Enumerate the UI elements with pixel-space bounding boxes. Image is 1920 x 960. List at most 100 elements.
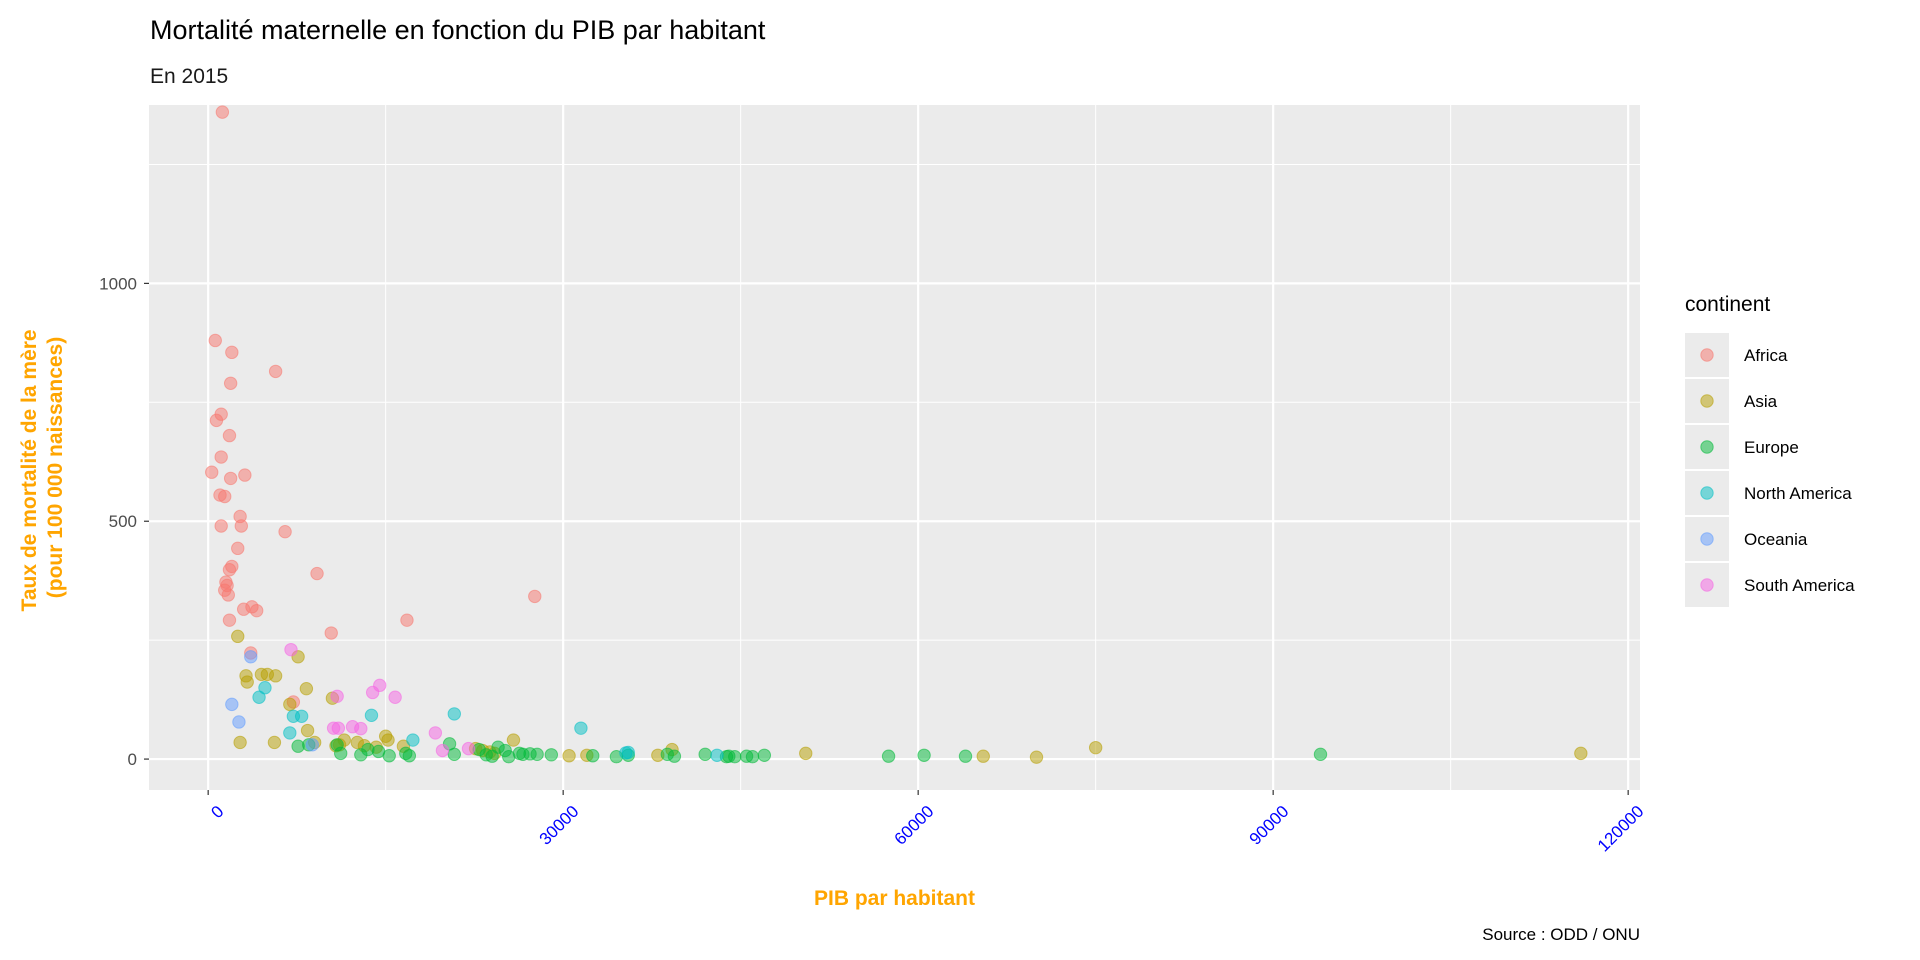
data-point-africa [234, 519, 249, 533]
data-point-africa [205, 465, 219, 479]
legend-label-asia: Asia [1744, 392, 1778, 411]
x-tick-label: 60000 [891, 802, 938, 849]
data-point-europe [512, 746, 527, 761]
legend-marker-oceania [1700, 532, 1714, 546]
data-point-africa [324, 626, 338, 640]
data-point-north-america [252, 690, 266, 704]
data-point-asia [562, 749, 576, 763]
y-axis-title-line-2: (pour 100 000 naissances) [44, 337, 67, 598]
data-point-north-america [447, 707, 461, 721]
x-tick-label: 30000 [536, 802, 583, 849]
data-point-south-america [284, 642, 298, 657]
data-point-europe [361, 742, 375, 757]
data-point-south-america [388, 690, 402, 704]
plot-panel [149, 105, 1640, 790]
data-point-south-america [331, 721, 346, 735]
x-tick-label: 120000 [1594, 802, 1648, 856]
y-axis-title-line-1: Taux de mortalité de la mère [18, 329, 41, 611]
data-point-africa [214, 407, 228, 421]
data-point-north-america [294, 709, 309, 723]
legend-marker-asia [1700, 394, 1714, 408]
chart-subtitle: En 2015 [150, 65, 228, 88]
data-point-europe [382, 749, 396, 763]
data-point-asia [233, 735, 247, 750]
data-point-europe [586, 749, 600, 763]
data-point-north-america [406, 733, 420, 747]
data-point-africa [236, 602, 251, 616]
data-point-europe [745, 750, 760, 764]
data-point-asia [268, 669, 283, 683]
data-point-north-america [364, 708, 379, 723]
data-point-asia [799, 746, 813, 761]
legend-marker-europe [1700, 440, 1714, 454]
data-point-south-america [428, 726, 443, 740]
data-point-asia [976, 749, 990, 763]
data-point-africa [222, 428, 237, 443]
chart-caption: Source : ODD / ONU [1482, 925, 1640, 944]
minor-gridlines [149, 105, 1640, 790]
data-point-south-america [330, 689, 344, 703]
data-point-asia [231, 629, 245, 644]
data-point-africa [218, 489, 232, 504]
data-point-oceania [305, 738, 319, 752]
data-point-africa [225, 345, 239, 360]
data-point-europe [881, 749, 896, 763]
data-point-north-america [710, 748, 724, 762]
data-point-africa [214, 450, 228, 464]
legend-marker-north-america [1700, 486, 1714, 500]
data-point-south-america [461, 741, 476, 756]
legend-label-north-america: North America [1744, 484, 1852, 503]
data-point-europe [958, 749, 973, 763]
data-point-africa [222, 613, 237, 627]
legend-label-africa: Africa [1744, 346, 1788, 365]
data-point-asia [381, 733, 395, 747]
data-point-africa [278, 524, 292, 539]
y-axis-title: Taux de mortalité de la mère (pour 100 0… [18, 324, 67, 612]
data-point-africa [215, 105, 230, 119]
x-axis-title: PIB par habitant [814, 887, 975, 910]
data-point-europe [544, 748, 559, 762]
data-point-africa [223, 471, 238, 486]
data-point-africa [221, 588, 235, 602]
x-axis: 0 30000 60000 90000 120000 [207, 790, 1647, 855]
data-point-europe [1313, 747, 1328, 762]
data-point-north-america [258, 681, 272, 695]
data-point-oceania [244, 650, 258, 664]
x-tick-label: 90000 [1246, 802, 1293, 849]
data-point-north-america [621, 745, 635, 760]
data-point-oceania [225, 697, 239, 712]
legend-label-europe: Europe [1744, 438, 1799, 457]
data-point-asia [283, 697, 297, 712]
data-point-europe [530, 747, 544, 762]
data-point-africa [400, 613, 414, 627]
data-point-europe [667, 749, 682, 763]
data-point-asia [267, 735, 282, 750]
data-point-oceania [232, 715, 246, 729]
y-tick-label: 1000 [99, 274, 137, 293]
y-tick-label: 0 [128, 750, 137, 769]
x-tick-label: 0 [207, 802, 227, 822]
data-point-africa [222, 563, 237, 577]
data-point-africa [310, 566, 324, 581]
data-point-asia [300, 723, 315, 738]
data-point-africa [231, 541, 245, 556]
data-point-south-america [354, 721, 368, 736]
data-point-asia [1088, 740, 1103, 755]
legend-label-oceania: Oceania [1744, 530, 1808, 549]
data-point-europe [447, 747, 461, 762]
data-points [205, 105, 1588, 764]
legend-title: continent [1685, 293, 1770, 316]
data-point-asia [506, 733, 521, 747]
data-point-europe [698, 747, 712, 762]
legend: continent Africa Asia Europe North America O… [1685, 293, 1855, 607]
data-point-africa [249, 603, 264, 618]
data-point-europe [917, 748, 931, 762]
data-point-africa [238, 468, 252, 482]
data-point-south-america [435, 743, 450, 758]
data-point-asia [240, 675, 254, 689]
chart-title: Mortalité maternelle en fonction du PIB … [150, 15, 766, 45]
major-gridlines [149, 105, 1640, 790]
data-point-south-america [373, 678, 387, 693]
data-point-africa [268, 364, 283, 379]
